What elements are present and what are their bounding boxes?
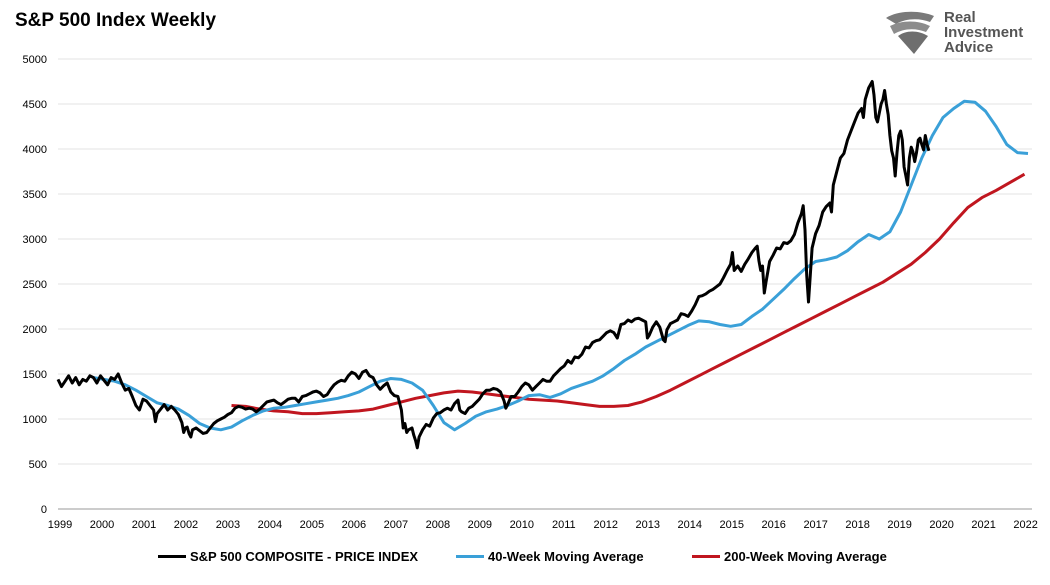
y-tick-label: 1000 [23,414,47,426]
x-tick-label: 2000 [90,519,114,531]
y-tick-label: 2000 [23,324,47,336]
x-tick-label: 2006 [342,519,366,531]
series-line-1 [93,99,1029,432]
logo: Real Investment Advice [884,8,1034,58]
x-tick-label: 2018 [845,519,869,531]
x-tick-label: 2002 [174,519,198,531]
x-tick-label: 2011 [552,519,576,531]
x-tick-label: 2003 [216,519,240,531]
chart-title: S&P 500 Index Weekly [15,10,217,31]
x-tick-label: 2010 [510,519,534,531]
y-tick-label: 4500 [23,99,47,111]
legend-swatch-red [692,554,720,558]
x-tick-label: 2019 [887,519,911,531]
legend-swatch-blue [456,554,484,558]
series-lines [56,80,1029,450]
x-tick-label: 2009 [468,519,492,531]
y-tick-label: 3500 [23,189,47,201]
series-line-2 [231,172,1026,416]
x-tick-label: 2017 [803,519,827,531]
x-tick-label: 2008 [426,519,450,531]
x-tick-label: 2012 [594,519,618,531]
x-axis-ticks: 1999 2000 2001 2002 2003 2004 2005 2006 2007 2008… [48,519,1038,531]
logo-line-3: Advice [944,39,994,56]
eagle-logo-icon [886,11,934,54]
x-tick-label: 1999 [48,519,72,531]
legend: S&P 500 COMPOSITE - PRICE INDEX 40-Week … [0,545,1050,567]
x-tick-label: 2001 [132,519,156,531]
x-tick-label: 2005 [300,519,324,531]
y-tick-label: 1500 [23,369,47,381]
x-tick-label: 2013 [636,519,660,531]
x-tick-label: 2007 [384,519,408,531]
x-tick-label: 2022 [1013,519,1037,531]
y-tick-label: 4000 [23,144,47,156]
y-tick-label: 2500 [23,279,47,291]
logo-line-1: Real [944,9,976,26]
logo-text: Real Investment Advice [944,10,1023,55]
y-tick-label: 3000 [23,234,47,246]
y-axis-ticks: 0 500 1000 1500 2000 2500 3000 3500 4000 4500 5000 [23,54,47,516]
legend-item-40wk: 40-Week Moving Average [456,545,644,567]
x-tick-label: 2016 [761,519,785,531]
y-tick-label: 500 [29,459,47,471]
chart-canvas: 0 500 1000 1500 2000 2500 3000 3500 4000 4500 5000… [23,54,1038,531]
series-line-0 [56,80,931,450]
legend-label: 40-Week Moving Average [488,548,644,564]
x-tick-label: 2021 [971,519,995,531]
x-tick-label: 2004 [258,519,282,531]
x-tick-label: 2020 [929,519,953,531]
legend-label: S&P 500 COMPOSITE - PRICE INDEX [190,548,419,564]
gridlines [58,58,1032,510]
legend-label: 200-Week Moving Average [724,548,887,564]
legend-item-200wk: 200-Week Moving Average [692,545,887,567]
x-tick-label: 2014 [677,519,701,531]
logo-line-2: Investment [944,24,1024,41]
y-tick-label: 0 [41,504,47,516]
legend-swatch-black [158,554,186,558]
legend-item-sp500: S&P 500 COMPOSITE - PRICE INDEX [158,545,418,567]
y-tick-label: 5000 [23,54,47,66]
x-tick-label: 2015 [719,519,743,531]
